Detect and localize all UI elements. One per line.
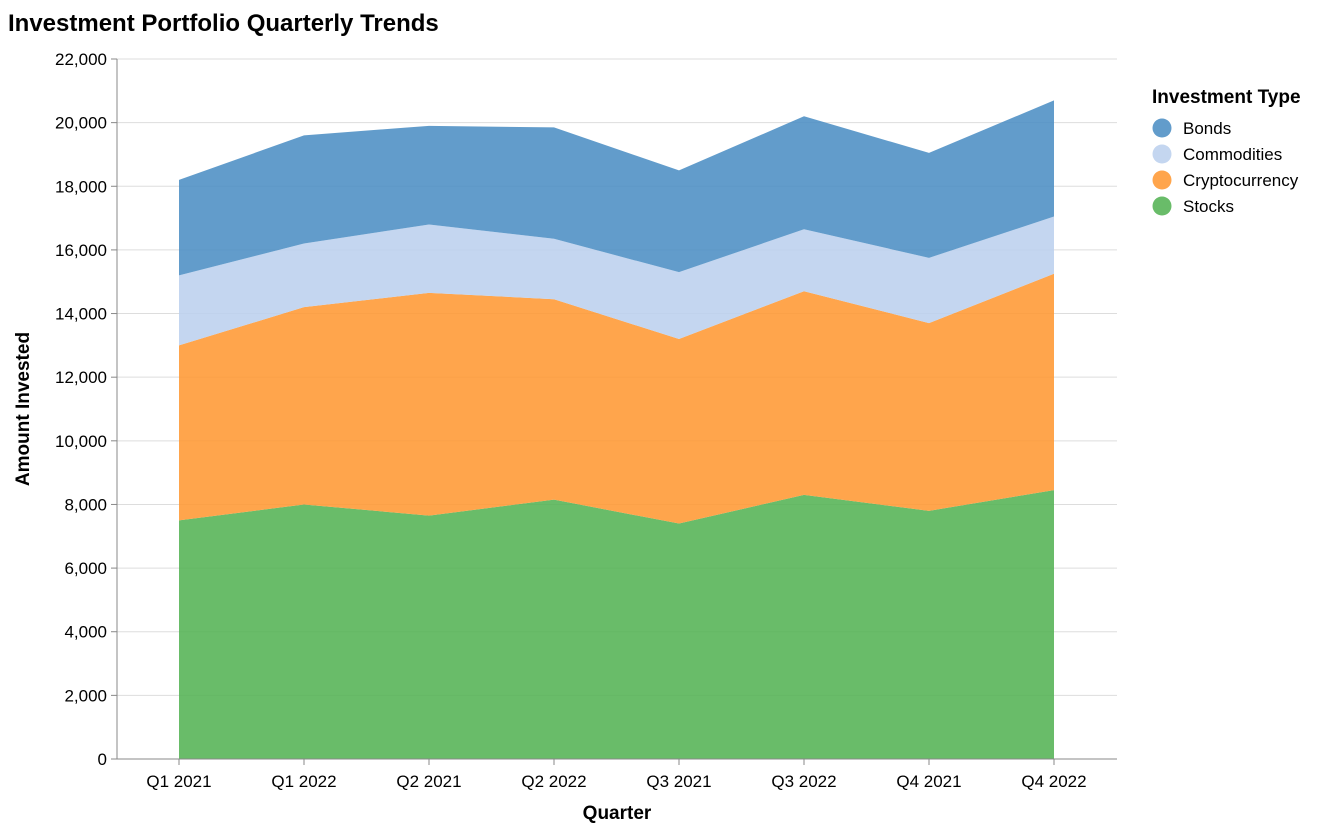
area-series-layer	[179, 100, 1054, 759]
x-tick-label: Q4 2021	[896, 772, 961, 791]
x-tick-label: Q2 2021	[396, 772, 461, 791]
y-tick-label: 8,000	[64, 495, 107, 514]
x-tick-label: Q4 2022	[1021, 772, 1086, 791]
area-series-commodities	[179, 216, 1054, 346]
area-series-stocks	[179, 490, 1054, 759]
axes: 0 2,000 4,000 6,000 8,000 10,000 12,000 14,000 1…	[55, 50, 1117, 791]
legend-item-cryptocurrency: Cryptocurrency	[1152, 170, 1299, 190]
legend-item-commodities: Commodities	[1152, 144, 1282, 164]
legend-swatch	[1152, 170, 1172, 190]
y-tick-label: 4,000	[64, 623, 107, 642]
y-tick-label: 20,000	[55, 114, 107, 133]
chart-title: Investment Portfolio Quarterly Trends	[8, 10, 439, 37]
x-axis-title: Quarter	[583, 803, 652, 824]
y-axis-title: Amount Invested	[13, 332, 34, 486]
legend-label: Commodities	[1183, 145, 1282, 164]
legend-swatch	[1152, 196, 1172, 216]
x-tick-label: Q1 2021	[146, 772, 211, 791]
x-tick-label: Q2 2022	[521, 772, 586, 791]
y-tick-label: 10,000	[55, 432, 107, 451]
legend-item-bonds: Bonds	[1152, 118, 1231, 138]
legend-swatch	[1152, 118, 1172, 138]
area-series-bonds	[179, 100, 1054, 276]
x-tick-label: Q3 2021	[646, 772, 711, 791]
legend-label: Cryptocurrency	[1183, 171, 1299, 190]
y-tick-label: 2,000	[64, 686, 107, 705]
y-tick-label: 12,000	[55, 368, 107, 387]
y-tick-label: 22,000	[55, 50, 107, 69]
legend: Investment Type Bonds Commodities Cryptocu…	[1152, 87, 1301, 216]
legend-label: Bonds	[1183, 119, 1231, 138]
x-tick-label: Q1 2022	[271, 772, 336, 791]
legend-title: Investment Type	[1152, 87, 1301, 108]
legend-swatch	[1152, 144, 1172, 164]
legend-item-stocks: Stocks	[1152, 196, 1234, 216]
y-tick-label: 0	[98, 750, 107, 769]
legend-label: Stocks	[1183, 197, 1234, 216]
y-tick-label: 6,000	[64, 559, 107, 578]
y-tick-label: 16,000	[55, 241, 107, 260]
x-tick-label: Q3 2022	[771, 772, 836, 791]
area-series-cryptocurrency	[179, 273, 1054, 524]
y-tick-label: 18,000	[55, 177, 107, 196]
y-tick-label: 14,000	[55, 305, 107, 324]
